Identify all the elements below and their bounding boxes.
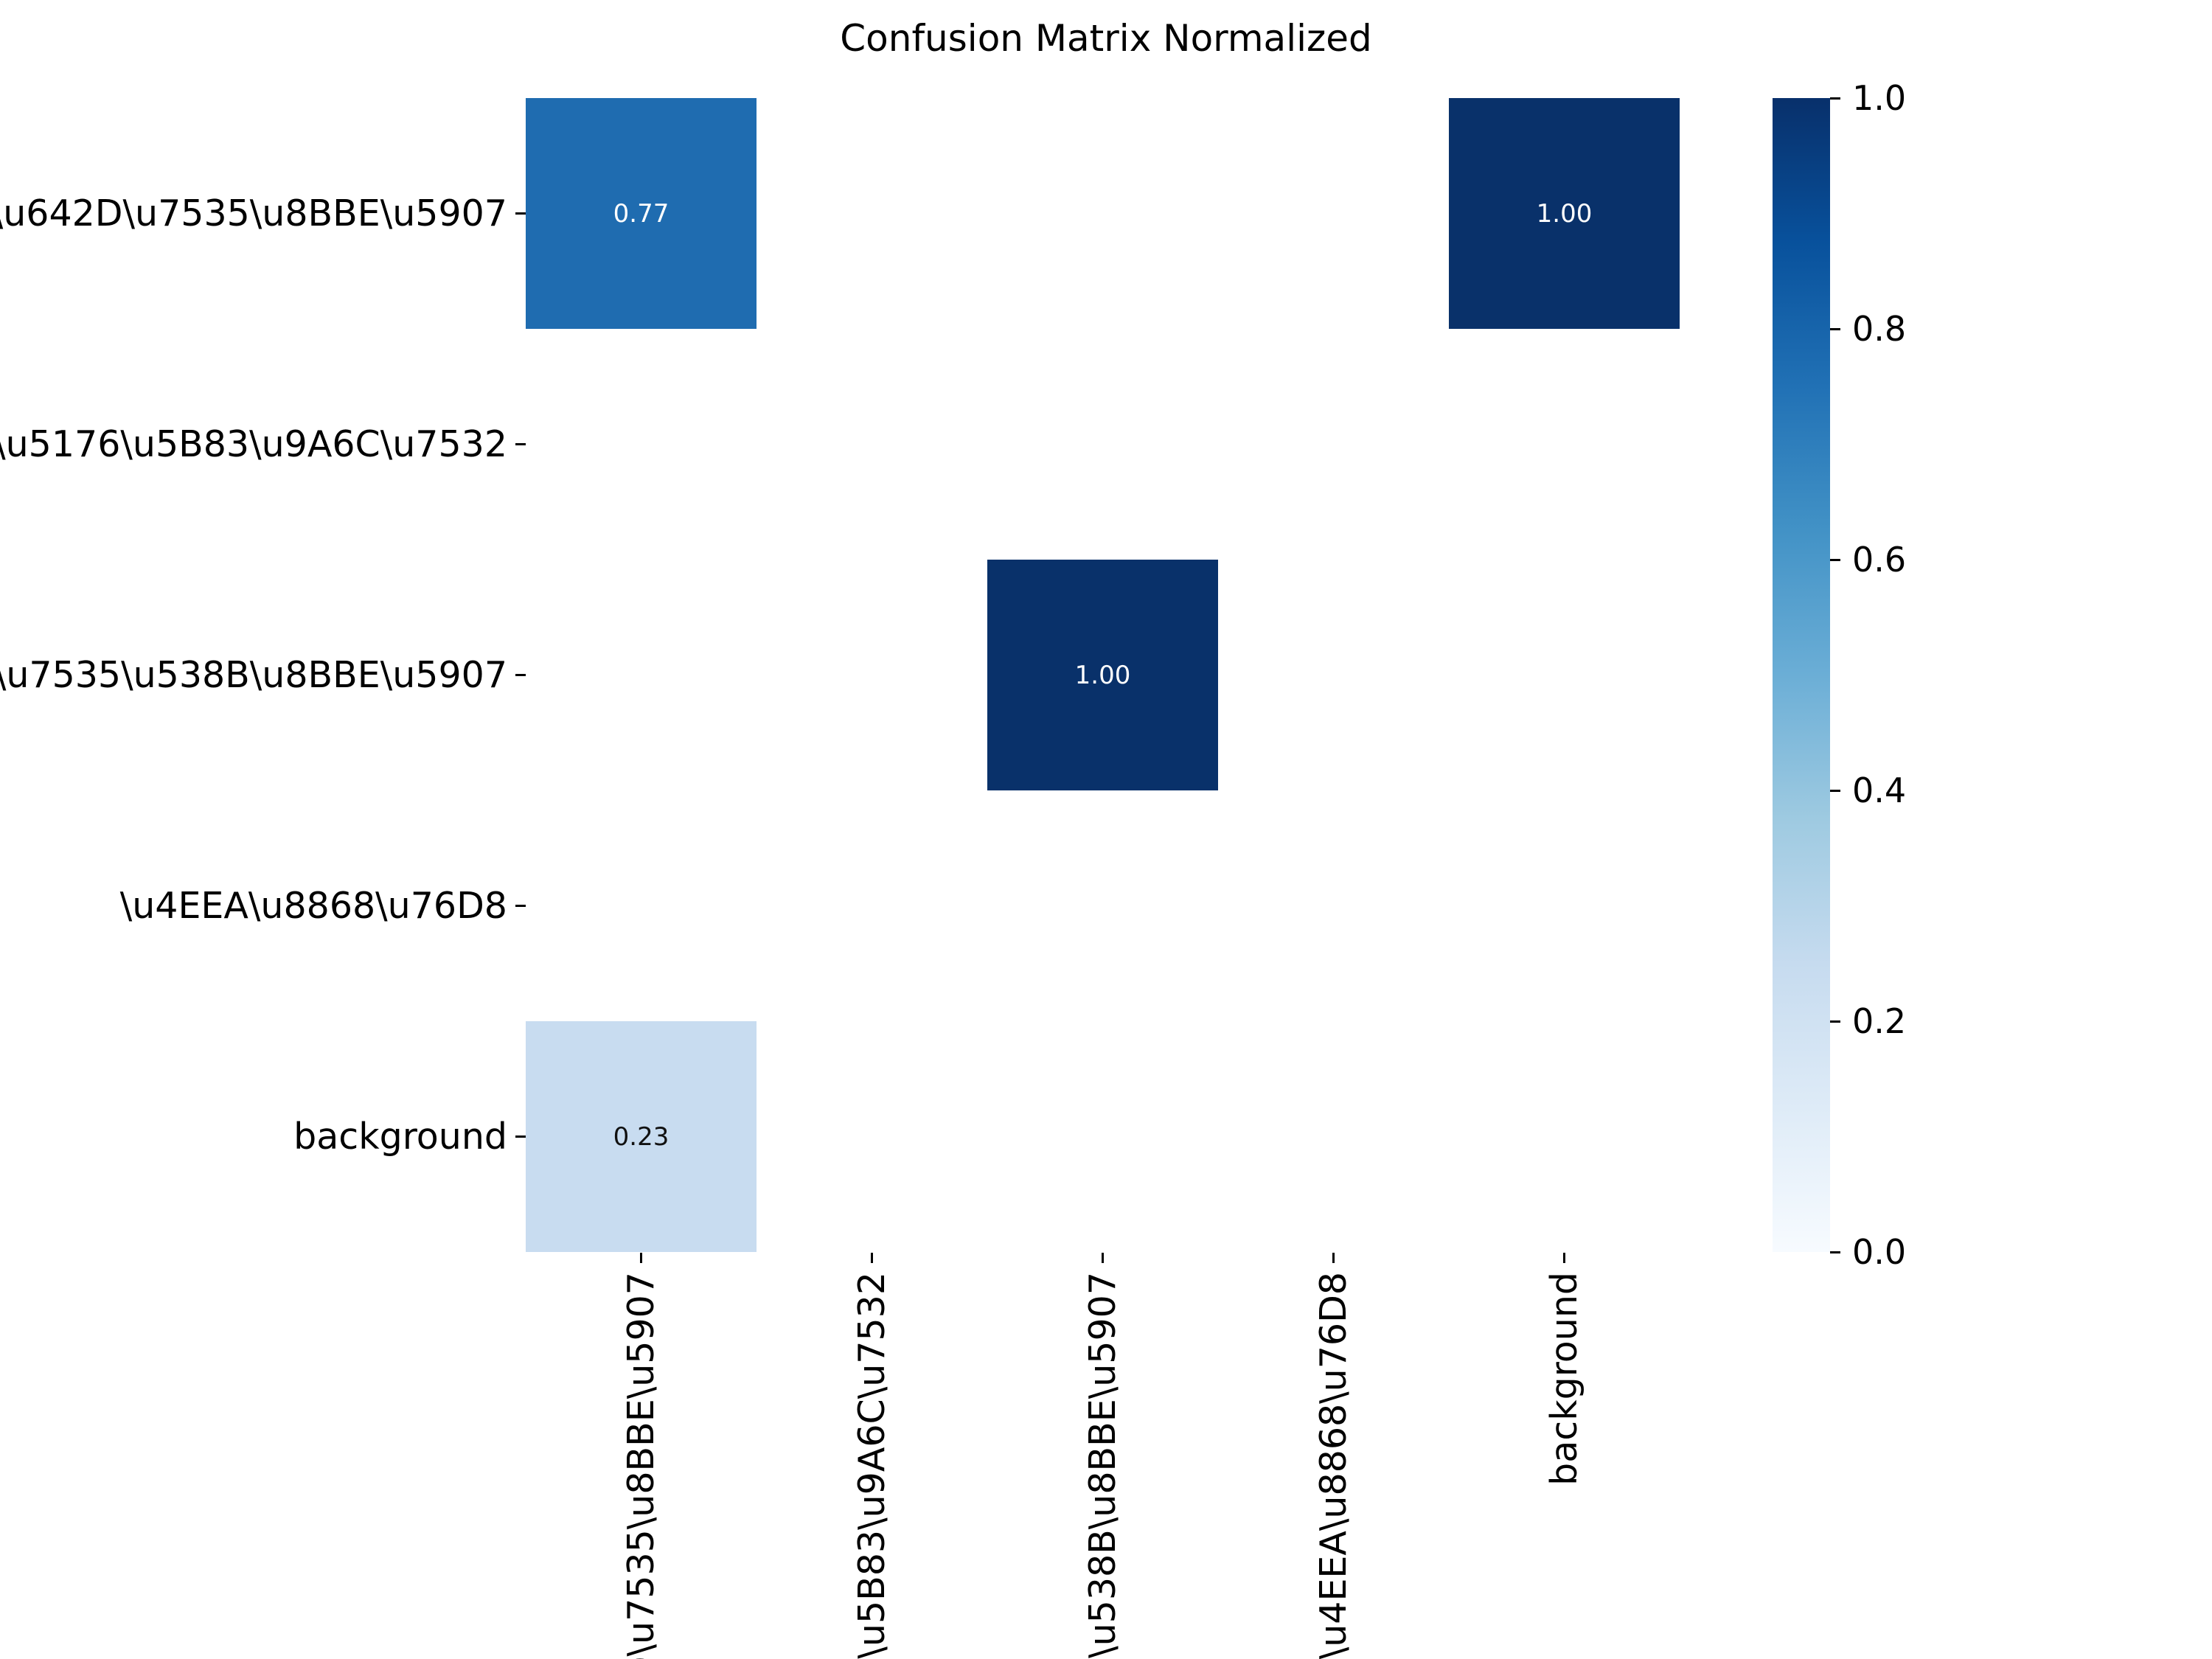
x-axis-tick: [1102, 1253, 1104, 1263]
y-tick-label: background: [293, 1115, 507, 1158]
x-axis-tick: [1332, 1253, 1335, 1263]
y-axis-tick: [515, 674, 526, 676]
colorbar-tick-label: 0.4: [1852, 771, 1907, 810]
colorbar-tick: [1830, 1251, 1840, 1253]
x-tick-label: \u4EEA\u8868\u76D8: [1312, 1272, 1354, 1659]
x-axis-tick: [871, 1253, 873, 1263]
y-tick-label: \u7535\u538B\u8BBE\u5907: [0, 653, 507, 696]
heatmap-cell: 1.00: [987, 560, 1218, 790]
colorbar-tick-label: 0.8: [1852, 309, 1907, 349]
colorbar-tick-label: 0.2: [1852, 1001, 1907, 1041]
colorbar-tick: [1830, 1020, 1840, 1023]
colorbar-tick: [1830, 789, 1840, 792]
colorbar-tick: [1830, 327, 1840, 330]
x-tick-label: \u5176\u5B83\u9A6C\u7532: [850, 1272, 893, 1659]
colorbar-tick: [1830, 558, 1840, 561]
x-tick-label: \u642D\u7535\u8BBE\u5907: [619, 1272, 662, 1659]
y-tick-label: \u642D\u7535\u8BBE\u5907: [0, 192, 507, 234]
x-axis-tick: [1563, 1253, 1565, 1263]
heatmap-grid: 0.77 1.00 1.00 0.23: [526, 98, 1680, 1252]
y-axis-tick: [515, 905, 526, 907]
x-tick-label: background: [1543, 1272, 1585, 1486]
colorbar-tick-label: 0.0: [1852, 1232, 1907, 1272]
y-axis-tick: [515, 443, 526, 445]
y-tick-label: \u5176\u5B83\u9A6C\u7532: [0, 422, 507, 465]
chart-title: Confusion Matrix Normalized: [840, 17, 1372, 60]
colorbar-gradient: [1773, 98, 1830, 1252]
y-tick-label: \u4EEA\u8868\u76D8: [119, 884, 507, 927]
heatmap-cell: 0.77: [526, 98, 757, 329]
x-axis-tick: [640, 1253, 642, 1263]
heatmap-cell: 1.00: [1449, 98, 1680, 329]
y-axis-tick: [515, 1135, 526, 1138]
x-tick-label: \u7535\u538B\u8BBE\u5907: [1081, 1272, 1124, 1659]
heatmap-cell: 0.23: [526, 1021, 757, 1252]
colorbar-tick: [1830, 97, 1840, 100]
y-axis-tick: [515, 212, 526, 215]
colorbar-tick-label: 1.0: [1852, 78, 1907, 118]
colorbar-tick-label: 0.6: [1852, 540, 1907, 580]
